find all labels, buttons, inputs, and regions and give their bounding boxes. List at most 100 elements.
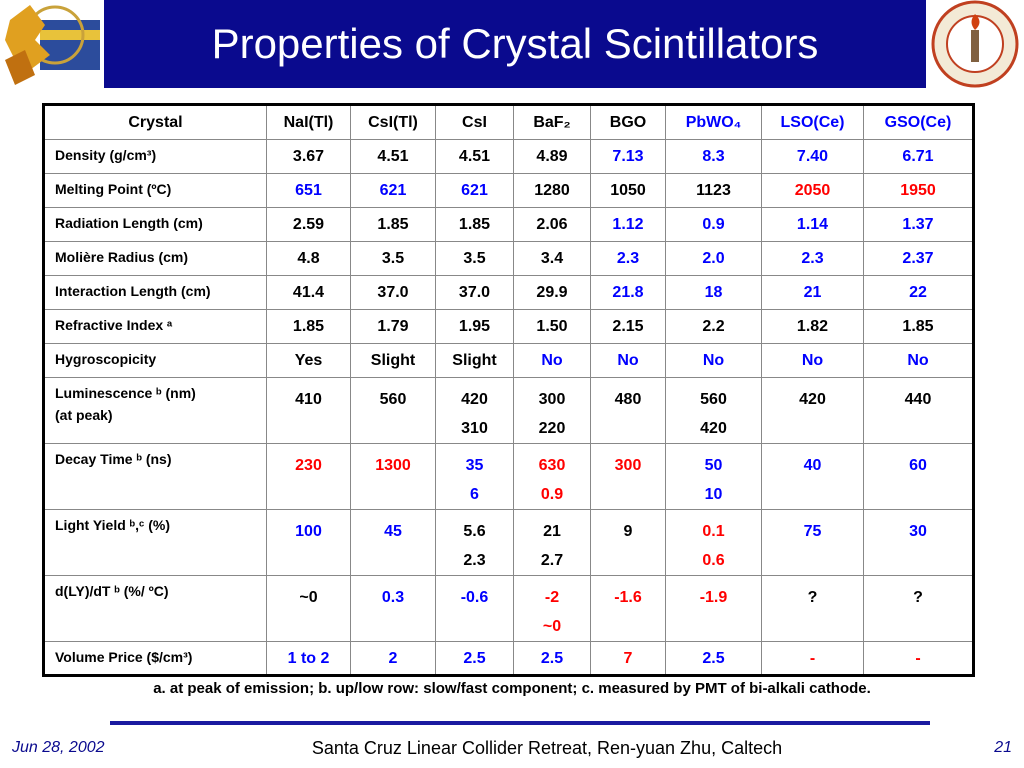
cell: -0.6 [435, 575, 514, 642]
cell: -1.6 [590, 575, 666, 642]
table-row: Volume Price ($/cm³) 1 to 2 2 2.5 2.5 7 2.5- - [43, 641, 974, 676]
cell: 2.06 [513, 207, 591, 242]
cell-line: 50 [704, 457, 723, 474]
cell: 0.1 0.6 [665, 509, 762, 576]
cell-line: 300 [538, 391, 566, 408]
cell-line: -2 [544, 589, 560, 606]
cell: 4.89 [513, 139, 591, 174]
cell: - [863, 641, 974, 676]
cell: 1.82 [761, 309, 864, 344]
column-header: GSO(Ce) [863, 104, 974, 140]
cell: 4.51 [350, 139, 436, 174]
cell: -1.9 [665, 575, 762, 642]
cell: 2.3 [761, 241, 864, 276]
footer-rule [110, 721, 930, 725]
cell: 9 [590, 509, 666, 576]
cell: 0.9 [665, 207, 762, 242]
cell: No [863, 343, 974, 378]
cell: 1.95 [435, 309, 514, 344]
cell-line: ~0 [542, 618, 562, 635]
cell-line: 35 [465, 457, 484, 474]
table-row: d(LY)/dT ᵇ (%/ ºC) ~0 0.3 -0.6 -2 ~0 -1.6 -1.9?… [43, 575, 974, 642]
cell: 1.85 [863, 309, 974, 344]
cell: 300 220 [513, 377, 591, 444]
cell: 630 0.9 [513, 443, 591, 510]
cell: 1.85 [266, 309, 351, 344]
cell: 41.4 [266, 275, 351, 310]
cell: 37.0 [350, 275, 436, 310]
cell-line: 21 [543, 523, 561, 540]
footnote: a. at peak of emission; b. up/low row: s… [153, 680, 871, 697]
table-row: Radiation Length (cm) 2.59 1.85 1.85 2.06 1.1… [43, 207, 974, 242]
row-label: Volume Price ($/cm³) [43, 641, 267, 676]
cell: 3.4 [513, 241, 591, 276]
cell: 2050 [761, 173, 864, 208]
cell: 37.0 [435, 275, 514, 310]
table-row: Density (g/cm³) 3.67 4.51 4.51 4.89 7.13 8.3 7.… [43, 139, 974, 174]
cell-line: 2.3 [463, 552, 486, 569]
cell-line: 0.1 [702, 523, 725, 540]
footer-date: Jun 28, 2002 [12, 739, 105, 756]
cell: 480 [590, 377, 666, 444]
cell: 5.6 2.3 [435, 509, 514, 576]
cell: 560 [350, 377, 436, 444]
cell: 2.5 [665, 641, 762, 676]
cell: 621 [435, 173, 514, 208]
cell: 3.5 [350, 241, 436, 276]
cell: 1 to 2 [266, 641, 351, 676]
cell: 1.50 [513, 309, 591, 344]
table-row: Decay Time ᵇ (ns) 230 1300 35 6 630 0.9 300 50 10… [43, 443, 974, 510]
cell: 1.12 [590, 207, 666, 242]
cell: No [590, 343, 666, 378]
cell: 420 [761, 377, 864, 444]
cell: 2.5 [435, 641, 514, 676]
header-row: Crystal NaI(Tl) CsI(Tl) CsI BaF₂ BGO PbWO₄ LSO(… [43, 104, 974, 140]
cell: No [513, 343, 591, 378]
row-label: d(LY)/dT ᵇ (%/ ºC) [43, 575, 267, 642]
right-logo [931, 0, 1019, 88]
cell: 2.15 [590, 309, 666, 344]
table-row: Hygroscopicity Yes Slight Slight No No No No No [43, 343, 974, 378]
row-label: Luminescence ᵇ (nm) (at peak) [43, 377, 267, 444]
column-header: NaI(Tl) [266, 104, 351, 140]
cell: 300 [590, 443, 666, 510]
cell: 1123 [665, 173, 762, 208]
title: Properties of Crystal Scintillators [211, 20, 819, 67]
cell: 1050 [590, 173, 666, 208]
cell: 420 310 [435, 377, 514, 444]
cell: 8.3 [665, 139, 762, 174]
cell-line: 560 [700, 391, 727, 408]
cell: 18 [665, 275, 762, 310]
cell: 1.79 [350, 309, 436, 344]
cell: 2.59 [266, 207, 351, 242]
row-label: Radiation Length (cm) [43, 207, 267, 242]
cell: 60 [863, 443, 974, 510]
cell-line: 420 [700, 420, 727, 437]
cell: 0.3 [350, 575, 436, 642]
cell: 1.85 [435, 207, 514, 242]
column-header: CsI(Tl) [350, 104, 436, 140]
column-header: Crystal [43, 104, 267, 140]
table-row: Molière Radius (cm) 4.8 3.5 3.5 3.4 2.3 2.0 2.3… [43, 241, 974, 276]
cell: 7.13 [590, 139, 666, 174]
row-label: Density (g/cm³) [43, 139, 267, 174]
cell-line: 420 [461, 391, 488, 408]
cell: 50 10 [665, 443, 762, 510]
cell: 100 [266, 509, 351, 576]
cell-line: 630 [538, 457, 566, 474]
cell-line: 10 [704, 486, 723, 503]
cell: ~0 [266, 575, 351, 642]
cell: Slight [435, 343, 514, 378]
cell: 3.67 [266, 139, 351, 174]
cell: No [665, 343, 762, 378]
cell-line: 220 [538, 420, 566, 437]
footer-center: Santa Cruz Linear Collider Retreat, Ren-… [311, 738, 783, 758]
table-row: Light Yield ᵇ,ᶜ (%) 100 45 5.6 2.3 21 2.7 9 0.1 0… [43, 509, 974, 576]
table-row: Refractive Index ᵃ 1.85 1.79 1.95 1.50 2.15 2.… [43, 309, 974, 344]
cell: 440 [863, 377, 974, 444]
column-header: PbWO₄ [665, 104, 762, 140]
cell: 21 2.7 [513, 509, 591, 576]
table-row: Melting Point (ºC) 651 621 621 1280 1050 1123 2… [43, 173, 974, 208]
cell: 230 [266, 443, 351, 510]
